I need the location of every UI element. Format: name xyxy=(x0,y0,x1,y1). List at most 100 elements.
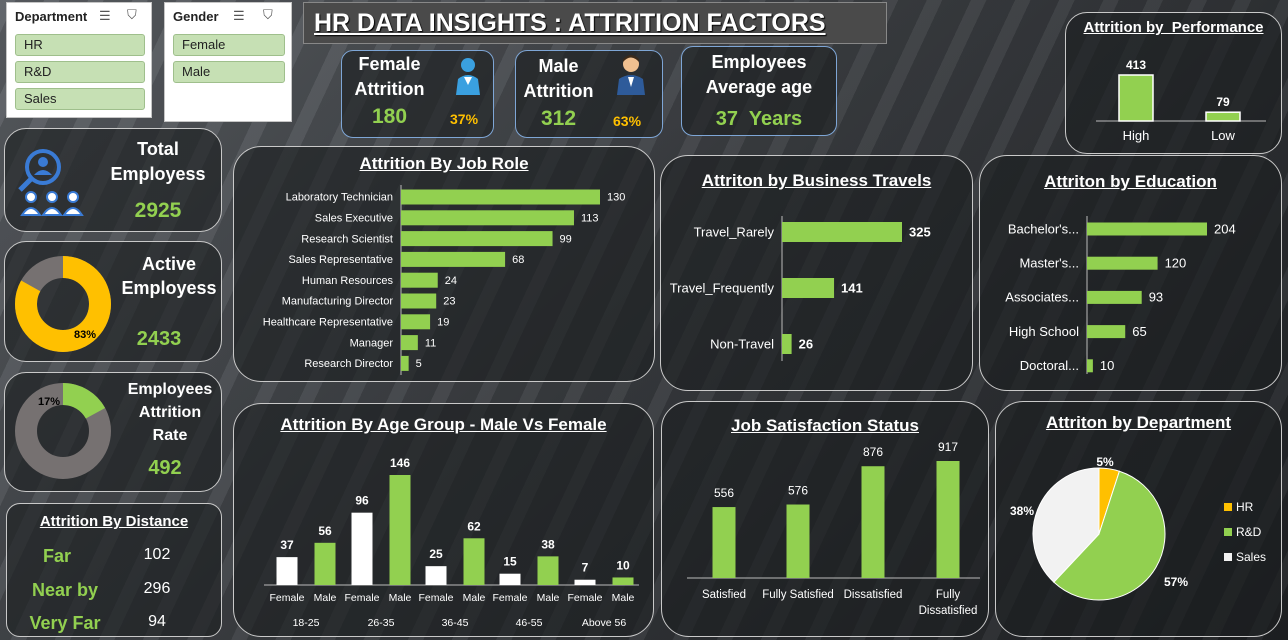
department-panel: Attriton by Department 5% 57% 38% HR R&D Sale… xyxy=(995,401,1282,637)
travel-title: Attriton by Business Travels xyxy=(701,171,932,190)
education-value: 65 xyxy=(1132,324,1146,339)
attrition-donut-slice xyxy=(15,383,111,479)
job_role-bar xyxy=(401,314,431,330)
age-group-value: 38 xyxy=(541,537,555,551)
total-employees-card: Total Employess 2925 xyxy=(4,128,222,232)
slicer-item-sales[interactable]: Sales xyxy=(15,88,145,110)
multi-select-icon[interactable]: ☰ xyxy=(233,8,245,23)
department-slice-label: 38% xyxy=(1010,504,1034,518)
age-group-tick: Above 56 xyxy=(582,617,627,629)
age-group-bar xyxy=(463,538,485,585)
total-card-label-2: Employess xyxy=(110,164,206,184)
satisfaction-value: 556 xyxy=(714,486,734,500)
travel-value: 325 xyxy=(909,224,931,239)
multi-select-icon[interactable]: ☰ xyxy=(99,8,111,23)
distance-panel: Attrition By Distance Far 102 Near by 29… xyxy=(6,503,222,637)
distance-title: Attrition By Distance xyxy=(39,513,189,530)
education-title: Attriton by Education xyxy=(1044,172,1217,191)
department-slice-label: 5% xyxy=(1096,455,1114,469)
age-group-series-tick: Male xyxy=(314,592,337,604)
age-group-series-tick: Female xyxy=(344,592,379,604)
active-card-label-2: Employess xyxy=(121,278,217,298)
education-value: 10 xyxy=(1100,358,1114,373)
job_role-bar xyxy=(401,355,409,371)
performance-chart: 413 High 79 Low xyxy=(1096,58,1266,143)
age-group-series-tick: Female xyxy=(492,592,527,604)
satisfaction-value: 876 xyxy=(863,445,883,459)
education-value: 93 xyxy=(1149,290,1163,305)
age-group-bar xyxy=(499,573,521,585)
age-group-series-tick: Male xyxy=(389,592,412,604)
education-panel: Attriton by Education Bachelor's... 204 Ma… xyxy=(979,155,1282,391)
age-group-bar xyxy=(276,557,298,585)
distance-far-value: 102 xyxy=(143,546,171,563)
department-slice xyxy=(1053,470,1166,601)
slicer-item-female[interactable]: Female xyxy=(173,34,285,56)
age-group-series-tick: Male xyxy=(463,592,486,604)
satisfaction-bar xyxy=(712,507,736,578)
satisfaction-tick: Dissatisfied xyxy=(844,589,903,601)
job-role-chart: Laboratory Technician 130 Sales Executive 1… xyxy=(263,185,625,375)
clear-filter-icon[interactable]: ⛉ xyxy=(127,7,137,22)
distance-far-label: Far xyxy=(42,546,71,566)
job_role-tick: Human Resources xyxy=(302,275,394,287)
job_role-tick: Manufacturing Director xyxy=(282,296,394,308)
age-group-series-tick: Female xyxy=(269,592,304,604)
attrition-donut-label: 17% xyxy=(38,396,60,408)
employees-search-icon xyxy=(13,147,91,224)
age-group-value: 62 xyxy=(467,519,481,533)
age-group-bar xyxy=(612,577,634,585)
age-group-bar xyxy=(574,579,596,585)
age-card-label: Employees xyxy=(711,52,807,72)
male-attrition-value: 312 xyxy=(540,107,577,130)
age-group-series-tick: Female xyxy=(567,592,602,604)
distance-veryfar-value: 94 xyxy=(148,613,166,630)
age-card-label-2: Average age xyxy=(705,77,813,97)
female-attrition-pct: 37% xyxy=(450,111,479,127)
job_role-tick: Research Scientist xyxy=(301,233,393,245)
job_role-value: 99 xyxy=(560,233,572,245)
age-group-series-tick: Female xyxy=(418,592,453,604)
male-attrition-card: Male Attrition 312 63% xyxy=(515,50,663,138)
slicer-item-hr[interactable]: HR xyxy=(15,34,145,56)
active-employees-card: 83% Active Employess 2433 xyxy=(4,241,222,362)
active-employees-value: 2433 xyxy=(136,328,182,350)
age-group-tick: 46-55 xyxy=(516,617,543,629)
education-tick: Master's... xyxy=(1019,256,1079,271)
job_role-value: 5 xyxy=(416,358,422,370)
department-legend-swatch xyxy=(1224,528,1232,536)
active-donut: 83% xyxy=(15,256,111,352)
age-group-series-tick: Male xyxy=(537,592,560,604)
department-title: Attriton by Department xyxy=(1045,413,1232,432)
satisfaction-value: 576 xyxy=(788,484,808,498)
age-group-bar xyxy=(314,542,336,585)
age-group-tick: 26-35 xyxy=(368,617,395,629)
job_role-bar xyxy=(401,272,438,288)
age-group-value: 96 xyxy=(355,494,369,508)
age-group-bar xyxy=(351,512,373,585)
education-tick: Associates... xyxy=(1005,290,1079,305)
clear-filter-icon[interactable]: ⛉ xyxy=(263,7,273,22)
satisfaction-chart: 556 Satisfied 576 Fully Satisfied 876 Dissati… xyxy=(687,440,980,617)
slicer-item-male[interactable]: Male xyxy=(173,61,285,83)
department-slice xyxy=(1032,467,1100,583)
gender-slicer-label: Gender xyxy=(173,9,219,24)
education-bar xyxy=(1087,222,1207,236)
slicer-item-rd[interactable]: R&D xyxy=(15,61,145,83)
distance-veryfar-label: Very Far xyxy=(29,613,101,633)
job_role-tick: Sales Executive xyxy=(315,212,393,224)
job_role-bar xyxy=(401,293,437,309)
job_role-bar xyxy=(401,210,574,226)
department-chart: 5% 57% 38% HR R&D Sales xyxy=(1010,455,1266,601)
age-group-value: 10 xyxy=(616,558,630,572)
total-employees-value: 2925 xyxy=(134,199,182,222)
age-group-bar xyxy=(389,475,411,585)
male-user-icon xyxy=(614,53,648,100)
female-card-label-2: Attrition xyxy=(354,79,425,99)
job_role-value: 23 xyxy=(443,296,455,308)
performance-title: Attrition by Performance xyxy=(1083,19,1264,36)
department-legend-label: R&D xyxy=(1236,525,1262,539)
female-attrition-value: 180 xyxy=(371,105,408,128)
travel-bar xyxy=(782,278,835,298)
attrition-donut: 17% xyxy=(15,383,111,479)
